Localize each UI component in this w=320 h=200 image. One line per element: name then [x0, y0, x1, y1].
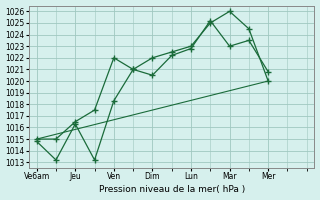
- X-axis label: Pression niveau de la mer( hPa ): Pression niveau de la mer( hPa ): [99, 185, 245, 194]
